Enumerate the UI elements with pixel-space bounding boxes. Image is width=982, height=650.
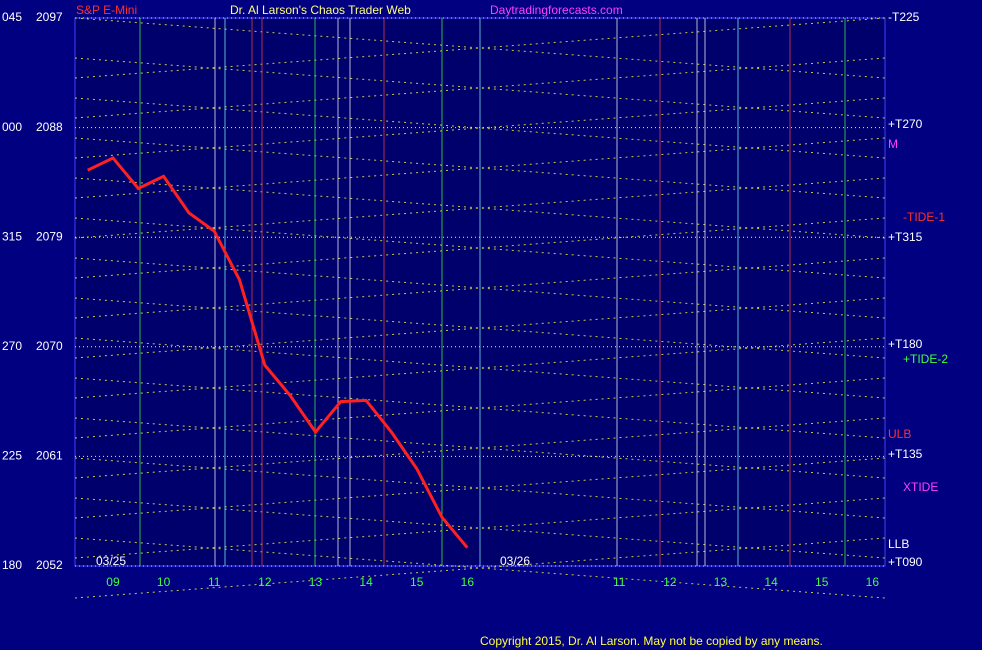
x-tick-label: 16 (461, 575, 475, 589)
right-label: LLB (888, 537, 909, 551)
right-label: XTIDE (903, 480, 938, 494)
angle-label: 045 (2, 10, 22, 24)
x-tick-label: 14 (764, 575, 778, 589)
right-label: +T315 (888, 230, 923, 244)
angle-label: 270 (2, 339, 22, 353)
x-tick-label: 13 (714, 575, 728, 589)
x-tick-label: 15 (410, 575, 424, 589)
y-tick-label: 2088 (36, 120, 63, 134)
website: Daytradingforecasts.com (490, 3, 623, 17)
x-tick-label: 09 (106, 575, 120, 589)
x-tick-label: 15 (815, 575, 829, 589)
chart-title: Dr. Al Larson's Chaos Trader Web (230, 3, 411, 17)
y-tick-label: 2097 (36, 10, 63, 24)
copyright: Copyright 2015, Dr. Al Larson. May not b… (480, 634, 823, 648)
angle-label: 180 (2, 558, 22, 572)
date-label: 03/25 (96, 554, 126, 568)
decoration (74, 17, 886, 599)
y-tick-label: 2052 (36, 558, 63, 572)
right-label: ULB (888, 427, 911, 441)
right-label: M (888, 137, 898, 151)
right-label: +T180 (888, 337, 923, 351)
x-tick-label: 10 (157, 575, 171, 589)
x-tick-label: 14 (359, 575, 373, 589)
right-label: -TIDE-1 (903, 210, 945, 224)
right-label: +T270 (888, 117, 923, 131)
x-tick-label: 12 (663, 575, 677, 589)
right-label: +TIDE-2 (903, 352, 948, 366)
right-label: -T225 (888, 10, 920, 24)
x-tick-label: 13 (309, 575, 323, 589)
angle-label: 315 (2, 229, 22, 243)
price-line (87, 156, 469, 549)
symbol: S&P E-Mini (76, 3, 137, 17)
x-tick-label: 12 (258, 575, 272, 589)
y-tick-label: 2070 (36, 339, 63, 353)
date-label: 03/26 (500, 554, 530, 568)
y-tick-label: 2061 (36, 449, 63, 463)
angle-label: 225 (2, 449, 22, 463)
right-label: +T135 (888, 447, 923, 461)
x-tick-label: 11 (613, 575, 626, 589)
x-tick-label: 16 (866, 575, 880, 589)
right-label: +T090 (888, 555, 923, 569)
y-tick-label: 2079 (36, 229, 63, 243)
angle-label: 000 (2, 120, 22, 134)
x-tick-label: 11 (208, 575, 221, 589)
